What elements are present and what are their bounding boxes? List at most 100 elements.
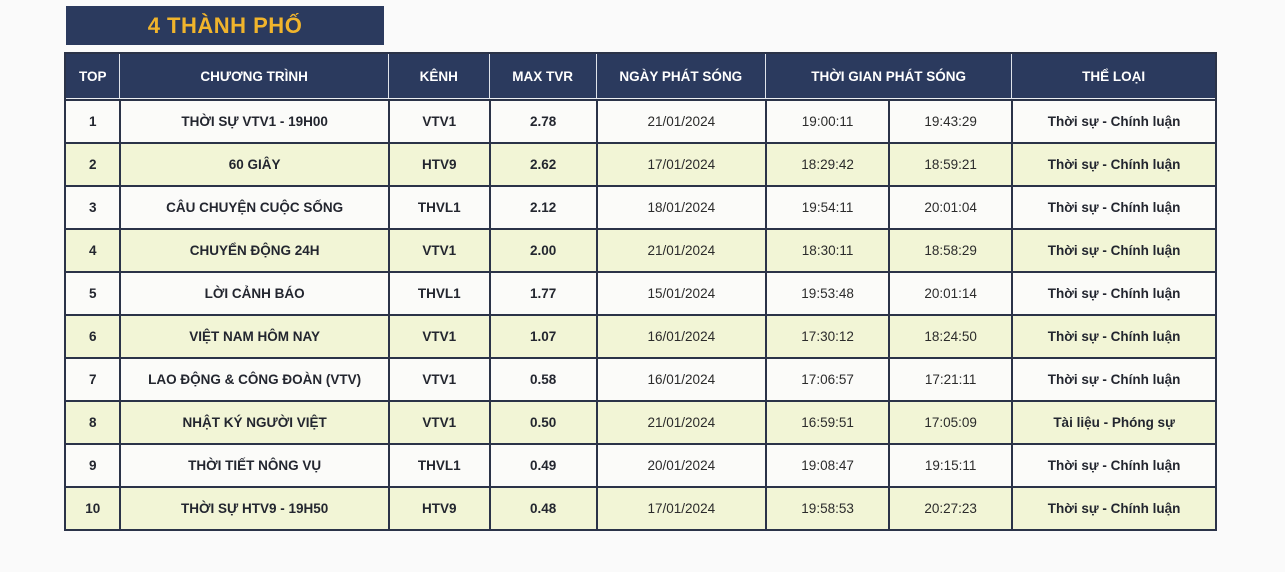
cell-top: 6: [66, 314, 120, 357]
cell-max-tvr: 0.58: [488, 357, 596, 400]
cell-max-tvr: 1.07: [488, 314, 596, 357]
cell-time-end: 17:05:09: [888, 400, 1012, 443]
cell-time-end: 17:21:11: [888, 357, 1012, 400]
table-row: 2 60 GIÂY HTV9 2.62 17/01/2024 18:29:42 18:59:…: [66, 142, 1215, 185]
cell-time-end: 18:24:50: [888, 314, 1012, 357]
cell-genre: Thời sự - Chính luận: [1011, 486, 1215, 529]
report-title-bar: 4 THÀNH PHỐ: [66, 6, 384, 45]
cell-channel: THVL1: [387, 185, 489, 228]
cell-time-end: 18:58:29: [888, 228, 1012, 271]
cell-time-start: 19:00:11: [765, 99, 889, 142]
table-row: 1 THỜI SỰ VTV1 - 19H00 VTV1 2.78 21/01/2024 1…: [66, 99, 1215, 142]
header-top: TOP: [66, 54, 120, 99]
cell-channel: VTV1: [387, 314, 489, 357]
cell-time-start: 19:53:48: [765, 271, 889, 314]
cell-time-end: 20:01:04: [888, 185, 1012, 228]
table-row: 6 VIỆT NAM HÔM NAY VTV1 1.07 16/01/2024 17:30…: [66, 314, 1215, 357]
cell-max-tvr: 2.12: [488, 185, 596, 228]
cell-top: 9: [66, 443, 120, 486]
cell-genre: Tài liệu - Phóng sự: [1011, 400, 1215, 443]
table-row: 3 CÂU CHUYỆN CUỘC SỐNG THVL1 2.12 18/01/2024…: [66, 185, 1215, 228]
cell-date: 16/01/2024: [595, 357, 766, 400]
cell-genre: Thời sự - Chính luận: [1011, 99, 1215, 142]
cell-program: THỜI TIẾT NÔNG VỤ: [119, 443, 388, 486]
header-program: CHƯƠNG TRÌNH: [119, 54, 388, 99]
table-row: 8 NHẬT KÝ NGƯỜI VIỆT VTV1 0.50 21/01/2024 16:…: [66, 400, 1215, 443]
cell-date: 17/01/2024: [595, 486, 766, 529]
header-max-tvr: MAX TVR: [488, 54, 596, 99]
cell-top: 1: [66, 99, 120, 142]
cell-genre: Thời sự - Chính luận: [1011, 314, 1215, 357]
cell-genre: Thời sự - Chính luận: [1011, 357, 1215, 400]
cell-top: 5: [66, 271, 120, 314]
cell-time-end: 20:01:14: [888, 271, 1012, 314]
table-header: TOP CHƯƠNG TRÌNH KÊNH MAX TVR NGÀY PHÁT …: [66, 54, 1215, 99]
cell-date: 17/01/2024: [595, 142, 766, 185]
cell-time-start: 18:29:42: [765, 142, 889, 185]
cell-time-start: 17:06:57: [765, 357, 889, 400]
cell-time-start: 17:30:12: [765, 314, 889, 357]
cell-channel: THVL1: [387, 443, 489, 486]
table-row: 10 THỜI SỰ HTV9 - 19H50 HTV9 0.48 17/01/2024…: [66, 486, 1215, 529]
cell-time-start: 19:08:47: [765, 443, 889, 486]
cell-max-tvr: 0.49: [488, 443, 596, 486]
table-row: 4 CHUYỂN ĐỘNG 24H VTV1 2.00 21/01/2024 18:30:…: [66, 228, 1215, 271]
cell-max-tvr: 0.48: [488, 486, 596, 529]
cell-genre: Thời sự - Chính luận: [1011, 185, 1215, 228]
cell-max-tvr: 2.00: [488, 228, 596, 271]
cell-channel: HTV9: [387, 142, 489, 185]
cell-time-end: 19:15:11: [888, 443, 1012, 486]
cell-date: 15/01/2024: [595, 271, 766, 314]
header-genre: THỂ LOẠI: [1011, 54, 1215, 99]
cell-channel: VTV1: [387, 99, 489, 142]
cell-max-tvr: 1.77: [488, 271, 596, 314]
table-body: 1 THỜI SỰ VTV1 - 19H00 VTV1 2.78 21/01/2024 1…: [66, 99, 1215, 529]
cell-top: 7: [66, 357, 120, 400]
cell-date: 16/01/2024: [595, 314, 766, 357]
cell-max-tvr: 2.62: [488, 142, 596, 185]
cell-top: 2: [66, 142, 120, 185]
cell-genre: Thời sự - Chính luận: [1011, 271, 1215, 314]
cell-time-start: 16:59:51: [765, 400, 889, 443]
table-row: 5 LỜI CẢNH BÁO THVL1 1.77 15/01/2024 19:53:48…: [66, 271, 1215, 314]
cell-program: 60 GIÂY: [119, 142, 388, 185]
cell-program: LỜI CẢNH BÁO: [119, 271, 388, 314]
cell-date: 21/01/2024: [595, 400, 766, 443]
cell-program: LAO ĐỘNG & CÔNG ĐOÀN (VTV): [119, 357, 388, 400]
cell-channel: VTV1: [387, 357, 489, 400]
report-title: 4 THÀNH PHỐ: [147, 12, 303, 38]
header-channel: KÊNH: [387, 54, 489, 99]
cell-genre: Thời sự - Chính luận: [1011, 228, 1215, 271]
table-row: 9 THỜI TIẾT NÔNG VỤ THVL1 0.49 20/01/2024 19:…: [66, 443, 1215, 486]
cell-program: CHUYỂN ĐỘNG 24H: [119, 228, 388, 271]
cell-channel: VTV1: [387, 400, 489, 443]
cell-max-tvr: 2.78: [488, 99, 596, 142]
cell-time-start: 18:30:11: [765, 228, 889, 271]
header-air-time: THỜI GIAN PHÁT SÓNG: [765, 54, 1012, 99]
cell-date: 18/01/2024: [595, 185, 766, 228]
table-row: 7 LAO ĐỘNG & CÔNG ĐOÀN (VTV) VTV1 0.58 16/01…: [66, 357, 1215, 400]
cell-date: 20/01/2024: [595, 443, 766, 486]
cell-date: 21/01/2024: [595, 99, 766, 142]
cell-channel: THVL1: [387, 271, 489, 314]
cell-top: 3: [66, 185, 120, 228]
cell-channel: HTV9: [387, 486, 489, 529]
header-air-date: NGÀY PHÁT SÓNG: [595, 54, 766, 99]
cell-time-end: 18:59:21: [888, 142, 1012, 185]
cell-genre: Thời sự - Chính luận: [1011, 142, 1215, 185]
cell-time-end: 20:27:23: [888, 486, 1012, 529]
cell-time-start: 19:54:11: [765, 185, 889, 228]
cell-channel: VTV1: [387, 228, 489, 271]
ranking-table: TOP CHƯƠNG TRÌNH KÊNH MAX TVR NGÀY PHÁT …: [64, 52, 1217, 531]
cell-top: 4: [66, 228, 120, 271]
cell-program: THỜI SỰ HTV9 - 19H50: [119, 486, 388, 529]
cell-program: CÂU CHUYỆN CUỘC SỐNG: [119, 185, 388, 228]
cell-top: 10: [66, 486, 120, 529]
cell-program: THỜI SỰ VTV1 - 19H00: [119, 99, 388, 142]
cell-date: 21/01/2024: [595, 228, 766, 271]
cell-program: VIỆT NAM HÔM NAY: [119, 314, 388, 357]
cell-time-start: 19:58:53: [765, 486, 889, 529]
cell-program: NHẬT KÝ NGƯỜI VIỆT: [119, 400, 388, 443]
cell-top: 8: [66, 400, 120, 443]
cell-max-tvr: 0.50: [488, 400, 596, 443]
